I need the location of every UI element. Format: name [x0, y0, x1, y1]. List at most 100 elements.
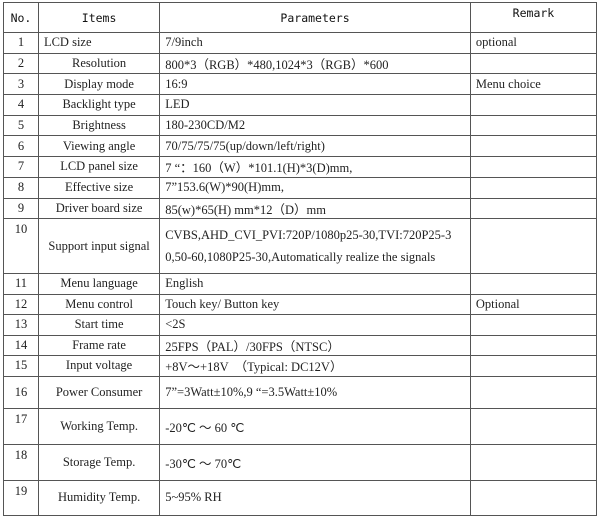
row-remark [469, 52, 598, 75]
parameter-line-1: CVBS,AHD_CVI_PVI:720P/1080p25-30,TVI:720… [165, 228, 452, 243]
table-row: 2 Resolution 800*3（RGB）*480,1024*3（RGB）*60… [3, 52, 598, 75]
row-remark [469, 94, 598, 116]
table-row: 15 Input voltage +8V～+18V （Typical: DC12V） [3, 355, 598, 377]
row-number: 17 [3, 407, 39, 445]
table-row: 12 Menu control Touch key/ Button key Optio… [3, 293, 598, 316]
row-parameter: 25FPS（PAL）/30FPS（NTSC） [159, 334, 471, 357]
row-parameter: 800*3（RGB）*480,1024*3（RGB）*600 [159, 52, 471, 75]
row-item: Menu control [37, 293, 161, 316]
row-number: 18 [3, 443, 39, 481]
row-number: 12 [3, 293, 39, 316]
header-items: Items [37, 2, 161, 33]
row-item: Working Temp. [37, 407, 161, 445]
table-row: 9 Driver board size 85(w)*65(H) mm*12（D）mm [3, 197, 598, 220]
row-item: LCD panel size [37, 156, 161, 178]
row-parameter: 7”153.6(W)*90(H)mm, [159, 176, 471, 199]
row-parameter: 180-230CD/M2 [159, 114, 471, 137]
table-row: 13 Start time <2S [3, 314, 598, 336]
row-remark [469, 407, 598, 445]
row-parameter: 85(w)*65(H) mm*12（D）mm [159, 197, 471, 220]
table-row: 7 LCD panel size 7 “：160（W）*101.1(H)*3(D)m… [3, 156, 598, 178]
table-row: 16 Power Consumer 7”=3Watt±10%,9 “=3.5Watt… [3, 375, 598, 409]
table-row: 6 Viewing angle 70/75/75/75(up/down/left/r… [3, 135, 598, 158]
row-parameter: 7 “：160（W）*101.1(H)*3(D)mm, [159, 156, 471, 178]
row-number: 3 [3, 73, 39, 96]
header-no: No. [3, 2, 39, 33]
row-item: Start time [37, 314, 161, 336]
row-item: Frame rate [37, 334, 161, 357]
row-parameter: 16:9 [159, 73, 471, 96]
row-parameter: 7/9inch [159, 32, 471, 54]
row-number: 7 [3, 156, 39, 178]
table-row: 5 Brightness 180-230CD/M2 [3, 114, 598, 137]
row-remark: Menu choice [469, 73, 598, 96]
row-parameter: CVBS,AHD_CVI_PVI:720P/1080p25-30,TVI:720… [159, 218, 471, 275]
row-item: Storage Temp. [37, 443, 161, 481]
row-item: Input voltage [37, 355, 161, 377]
row-remark [469, 375, 598, 409]
row-number: 8 [3, 176, 39, 199]
row-remark [469, 273, 598, 295]
row-remark [469, 443, 598, 481]
row-number: 14 [3, 334, 39, 357]
header-remark: Remark [469, 2, 598, 33]
row-number: 1 [3, 32, 39, 54]
row-parameter: Touch key/ Button key [159, 293, 471, 316]
row-remark [469, 156, 598, 178]
row-item: Viewing angle [37, 135, 161, 158]
row-remark [469, 176, 598, 199]
table-row: 1 LCD size 7/9inch optional [3, 32, 598, 54]
row-item: Brightness [37, 114, 161, 137]
row-parameter: -30℃ ～ 70℃ [159, 443, 471, 481]
table-row: 17 Working Temp. -20℃ ～ 60 ℃ [3, 407, 598, 445]
table-row: 18 Storage Temp. -30℃ ～ 70℃ [3, 443, 598, 481]
row-remark: optional [469, 32, 598, 54]
row-item: Resolution [37, 52, 161, 75]
row-item: Driver board size [37, 197, 161, 220]
table-row: 8 Effective size 7”153.6(W)*90(H)mm, [3, 176, 598, 199]
row-parameter: -20℃ ～ 60 ℃ [159, 407, 471, 445]
row-parameter: LED [159, 94, 471, 116]
row-parameter: <2S [159, 314, 471, 336]
table-body: 1 LCD size 7/9inch optional 2 Resolution 800*3… [3, 32, 598, 516]
table-row: 14 Frame rate 25FPS（PAL）/30FPS（NTSC） [3, 334, 598, 357]
row-number: 5 [3, 114, 39, 137]
row-number: 16 [3, 375, 39, 409]
row-item: Humidity Temp. [37, 479, 161, 516]
header-row: No. Items Parameters Remark [3, 2, 598, 33]
row-item: LCD size [37, 32, 161, 54]
row-remark: Optional [469, 293, 598, 316]
row-remark [469, 197, 598, 220]
row-remark [469, 479, 598, 516]
row-number: 6 [3, 135, 39, 158]
row-item: Effective size [37, 176, 161, 199]
table-row: 11 Menu language English [3, 273, 598, 295]
row-remark [469, 218, 598, 275]
parameter-line-2: 0,50-60,1080P25-30,Automatically realize… [165, 250, 436, 265]
row-item: Menu language [37, 273, 161, 295]
table-row: 10 Support input signal CVBS,AHD_CVI_PVI:7… [3, 218, 598, 275]
row-number: 4 [3, 94, 39, 116]
row-parameter: +8V～+18V （Typical: DC12V） [159, 355, 471, 377]
row-number: 10 [3, 218, 39, 275]
table-row: 3 Display mode 16:9 Menu choice [3, 73, 598, 96]
row-parameter: 7”=3Watt±10%,9 “=3.5Watt±10% [159, 375, 471, 409]
row-remark [469, 114, 598, 137]
row-remark [469, 314, 598, 336]
row-item: Support input signal [37, 218, 161, 275]
table-row: 19 Humidity Temp. 5~95% RH [3, 479, 598, 516]
row-remark [469, 355, 598, 377]
table-row: 4 Backlight type LED [3, 94, 598, 116]
row-parameter: English [159, 273, 471, 295]
header-parameters: Parameters [159, 2, 471, 33]
row-number: 2 [3, 52, 39, 75]
spec-table: No. Items Parameters Remark 1 LCD size 7/9… [3, 2, 598, 516]
row-parameter: 70/75/75/75(up/down/left/right) [159, 135, 471, 158]
row-item: Backlight type [37, 94, 161, 116]
row-number: 19 [3, 479, 39, 516]
row-remark [469, 334, 598, 357]
row-number: 13 [3, 314, 39, 336]
row-number: 11 [3, 273, 39, 295]
row-parameter: 5~95% RH [159, 479, 471, 516]
row-number: 9 [3, 197, 39, 220]
